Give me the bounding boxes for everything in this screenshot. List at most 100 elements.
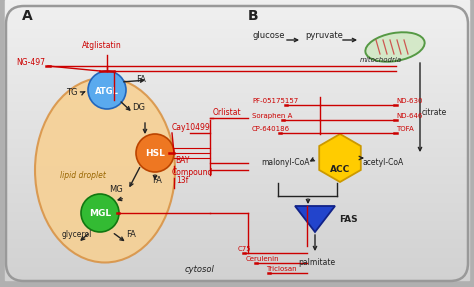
- Text: glucose: glucose: [253, 31, 285, 40]
- Bar: [5, 51, 469, 52]
- Bar: [5, 122, 469, 123]
- Bar: [5, 256, 469, 257]
- Bar: [5, 254, 469, 255]
- Bar: [5, 86, 469, 87]
- Bar: [5, 53, 469, 54]
- Bar: [5, 261, 469, 262]
- Bar: [5, 153, 469, 154]
- Bar: [5, 211, 469, 212]
- Bar: [5, 36, 469, 37]
- Bar: [5, 7, 469, 8]
- Bar: [5, 131, 469, 132]
- Bar: [5, 98, 469, 99]
- Bar: [5, 66, 469, 67]
- Bar: [5, 193, 469, 194]
- Bar: [5, 239, 469, 240]
- Bar: [5, 171, 469, 172]
- Bar: [5, 13, 469, 14]
- Bar: [5, 112, 469, 113]
- Bar: [5, 48, 469, 49]
- Bar: [5, 37, 469, 38]
- Text: acetyl-CoA: acetyl-CoA: [363, 158, 404, 167]
- Bar: [5, 220, 469, 221]
- Bar: [5, 121, 469, 122]
- Text: ND-646: ND-646: [396, 113, 422, 119]
- Bar: [5, 242, 469, 243]
- Bar: [5, 2, 469, 3]
- Bar: [5, 278, 469, 279]
- Bar: [5, 196, 469, 197]
- Bar: [5, 76, 469, 77]
- Text: TOFA: TOFA: [396, 126, 414, 132]
- Bar: [5, 68, 469, 69]
- Bar: [5, 198, 469, 199]
- Text: BAY: BAY: [175, 156, 190, 165]
- Bar: [5, 69, 469, 70]
- Bar: [5, 189, 469, 190]
- Bar: [5, 26, 469, 27]
- Bar: [5, 244, 469, 245]
- Bar: [5, 246, 469, 247]
- Bar: [5, 152, 469, 153]
- Bar: [5, 31, 469, 32]
- Bar: [5, 132, 469, 133]
- Bar: [5, 255, 469, 256]
- Bar: [5, 49, 469, 50]
- Bar: [5, 224, 469, 225]
- Text: pyruvate: pyruvate: [305, 31, 343, 40]
- Bar: [5, 206, 469, 207]
- Bar: [5, 14, 469, 15]
- Bar: [5, 210, 469, 211]
- Bar: [5, 17, 469, 18]
- Bar: [5, 175, 469, 176]
- Bar: [5, 22, 469, 23]
- Bar: [5, 129, 469, 130]
- Bar: [5, 204, 469, 205]
- Text: FA: FA: [152, 176, 162, 185]
- Bar: [5, 50, 469, 51]
- Bar: [5, 119, 469, 120]
- Bar: [5, 223, 469, 224]
- Ellipse shape: [35, 77, 175, 263]
- Bar: [5, 78, 469, 79]
- Bar: [5, 80, 469, 81]
- Bar: [5, 163, 469, 164]
- Bar: [5, 11, 469, 12]
- Bar: [5, 251, 469, 252]
- Bar: [5, 79, 469, 80]
- Bar: [5, 273, 469, 274]
- Bar: [5, 262, 469, 263]
- Bar: [5, 35, 469, 36]
- Text: PF-05175157: PF-05175157: [252, 98, 298, 104]
- Bar: [5, 38, 469, 39]
- Bar: [5, 104, 469, 105]
- Bar: [5, 212, 469, 213]
- Text: CP-640186: CP-640186: [252, 126, 290, 132]
- Bar: [5, 225, 469, 226]
- Bar: [5, 221, 469, 222]
- Bar: [5, 89, 469, 90]
- Bar: [5, 88, 469, 89]
- Bar: [5, 110, 469, 111]
- Bar: [5, 266, 469, 267]
- Bar: [5, 169, 469, 170]
- Bar: [5, 32, 469, 33]
- Text: Atglistatin: Atglistatin: [82, 41, 122, 50]
- Bar: [5, 139, 469, 140]
- Bar: [5, 190, 469, 191]
- Text: A: A: [22, 9, 33, 23]
- Bar: [5, 52, 469, 53]
- Bar: [5, 30, 469, 31]
- Bar: [5, 0, 469, 1]
- Bar: [5, 172, 469, 173]
- Bar: [5, 197, 469, 198]
- Text: MG: MG: [109, 185, 123, 194]
- Bar: [5, 170, 469, 171]
- Bar: [5, 84, 469, 85]
- Bar: [5, 142, 469, 143]
- Bar: [5, 185, 469, 186]
- Bar: [5, 279, 469, 280]
- Bar: [5, 188, 469, 189]
- Bar: [5, 126, 469, 127]
- Bar: [5, 81, 469, 82]
